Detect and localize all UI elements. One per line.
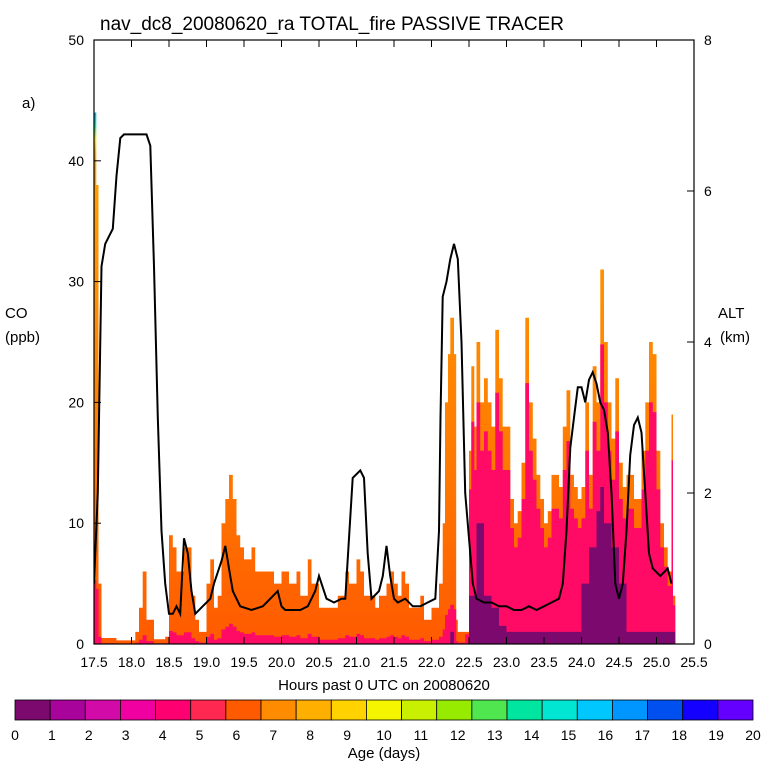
y-left-tick-label: 10 <box>68 515 84 531</box>
altitude-line <box>94 133 673 618</box>
y-right-label-line2: (km) <box>720 329 750 346</box>
colorbar-swatch <box>647 699 684 721</box>
colorbar-tick-label: 12 <box>450 727 466 743</box>
y-right-tick-label: 0 <box>704 636 712 652</box>
x-tick-label: 22.5 <box>455 654 482 670</box>
colorbar-tick-label: 11 <box>414 727 429 743</box>
x-axis-label: Hours past 0 UTC on 20080620 <box>278 677 490 694</box>
x-tick-label: 25.5 <box>680 654 707 670</box>
colorbar-swatch <box>120 699 156 721</box>
colorbar-swatch <box>225 699 262 721</box>
x-tick-label: 18.0 <box>118 654 145 670</box>
x-tick-label: 21.0 <box>343 654 370 670</box>
colorbar-swatch <box>436 699 473 721</box>
colorbar-swatch <box>295 699 332 721</box>
colorbar-tick-label: 18 <box>671 727 687 743</box>
colorbar-tick-label: 4 <box>159 727 167 743</box>
colorbar-swatch <box>190 699 227 721</box>
colorbar-tick-label: 17 <box>635 727 651 743</box>
colorbar-swatch <box>155 699 192 721</box>
y-right-tick-label: 2 <box>704 485 712 501</box>
colorbar-tick-label: 1 <box>48 727 56 743</box>
colorbar-swatch <box>260 699 297 721</box>
x-tick-label: 25.0 <box>643 654 670 670</box>
x-tick-label: 20.5 <box>305 654 332 670</box>
co-age-3-5-days-area <box>94 344 676 644</box>
y-left-label-line2: (ppb) <box>5 329 40 346</box>
y-right-tick-label: 4 <box>704 334 712 350</box>
y-left-tick-label: 20 <box>68 394 84 410</box>
x-tick-label: 23.5 <box>530 654 557 670</box>
colorbar-swatch <box>84 699 121 721</box>
colorbar-label: Age (days) <box>348 745 421 762</box>
colorbar-tick-label: 5 <box>196 727 204 743</box>
colorbar-swatch <box>330 699 367 721</box>
y-right-tick-label: 8 <box>704 32 712 48</box>
colorbar-tick-label: 10 <box>376 727 392 743</box>
colorbar-swatch <box>576 699 613 721</box>
colorbar-swatch <box>49 699 86 721</box>
colorbar-tick-label: 8 <box>306 727 314 743</box>
colorbar-tick-label: 0 <box>11 727 19 743</box>
tick-layer: 17.5 18.0 18.5 19.0 19.5 20.0 20.5 21.0 21.5 22.0… <box>68 32 712 670</box>
x-tick-label: 23.0 <box>493 654 520 670</box>
colorbar-tick-label: 14 <box>524 727 540 743</box>
x-tick-label: 18.5 <box>155 654 182 670</box>
x-tick-label: 20.0 <box>268 654 295 670</box>
x-tick-label: 22.0 <box>418 654 445 670</box>
co-age-0-3-days-area <box>94 487 676 644</box>
y-right-tick-label: 6 <box>704 183 712 199</box>
y-left-label-line1: CO <box>5 305 28 322</box>
colorbar-tick-label: 16 <box>598 727 614 743</box>
y-left-tick-label: 30 <box>68 274 84 290</box>
colorbar-swatch <box>14 699 51 721</box>
x-tick-label: 24.0 <box>568 654 595 670</box>
colorbar-tick-label: 19 <box>708 727 724 743</box>
y-left-tick-label: 50 <box>68 32 84 48</box>
colorbar-swatch <box>682 699 719 721</box>
colorbar-tick-label: 15 <box>561 727 577 743</box>
colorbar-swatch <box>506 699 543 721</box>
colorbar-swatch <box>612 699 648 721</box>
chart-title: nav_dc8_20080620_ra TOTAL_fire PASSIVE T… <box>100 14 564 35</box>
colorbar-tick-label: 3 <box>122 727 130 743</box>
colorbar-swatch <box>717 699 754 721</box>
series-layer <box>94 112 676 644</box>
colorbar-swatch <box>541 699 578 721</box>
colorbar-swatch <box>401 699 438 721</box>
colorbar-swatch <box>366 699 402 721</box>
colorbar-tick-label: 13 <box>487 727 503 743</box>
colorbar-swatch <box>471 699 508 721</box>
x-tick-label: 17.5 <box>80 654 107 670</box>
x-tick-label: 19.0 <box>193 654 220 670</box>
x-tick-label: 19.5 <box>230 654 257 670</box>
y-left-tick-label: 40 <box>68 153 84 169</box>
y-right-label-line1: ALT <box>718 305 744 322</box>
y-left-tick-label: 0 <box>76 636 84 652</box>
colorbar-tick-label: 20 <box>745 727 761 743</box>
colorbar: 0 1 2 3 4 5 6 7 8 9 10 11 12 13 14 15 16 17 18 19 20 <box>11 699 761 743</box>
colorbar-tick-label: 6 <box>233 727 241 743</box>
colorbar-tick-label: 7 <box>269 727 277 743</box>
x-tick-label: 21.5 <box>380 654 407 670</box>
x-tick-label: 24.5 <box>605 654 632 670</box>
plot-frame <box>93 39 695 645</box>
colorbar-tick-label: 9 <box>343 727 351 743</box>
panel-label: a) <box>22 95 35 112</box>
colorbar-tick-label: 2 <box>85 727 93 743</box>
